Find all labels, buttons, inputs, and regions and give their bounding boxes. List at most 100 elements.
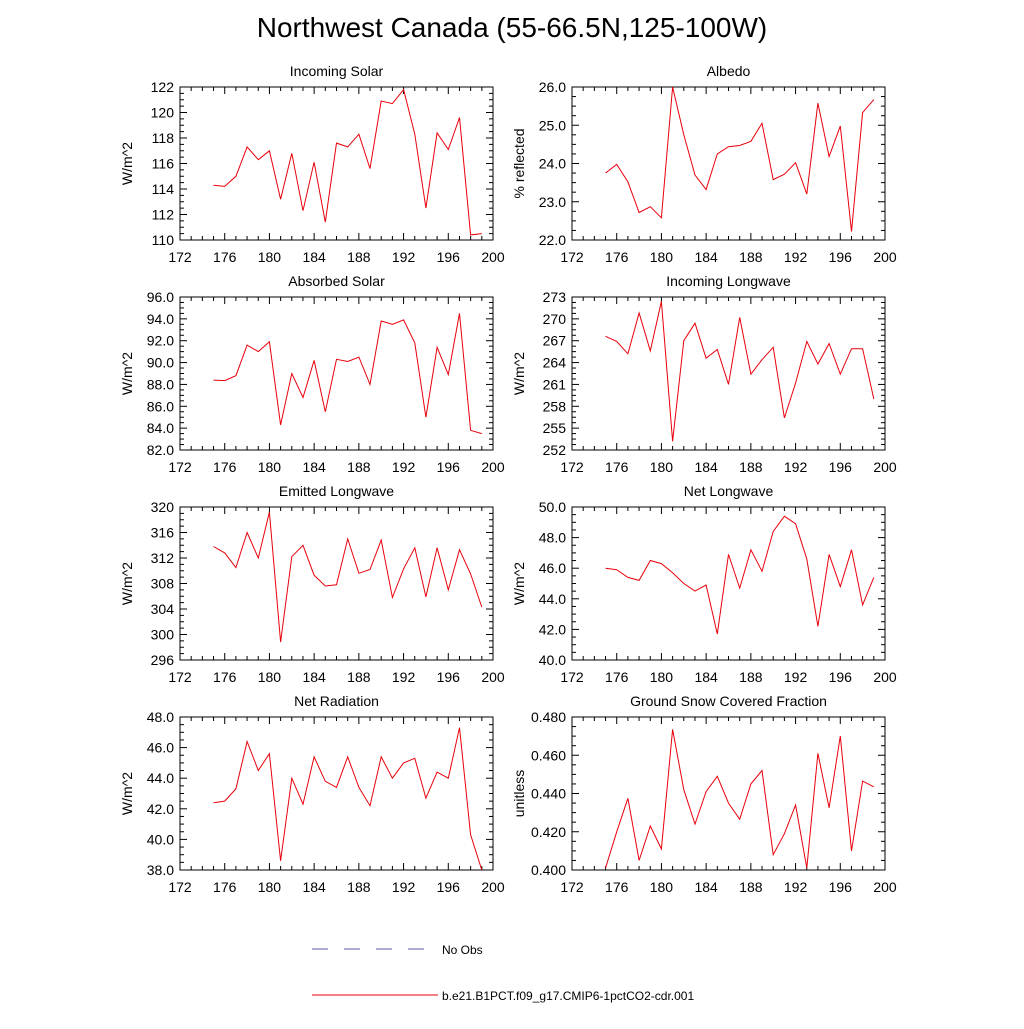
figure-title: Northwest Canada (55-66.5N,125-100W) xyxy=(256,12,768,43)
y-tick-label: 270 xyxy=(543,311,567,327)
x-tick-label: 176 xyxy=(605,459,629,475)
x-tick-label: 196 xyxy=(437,879,461,895)
x-tick-label: 196 xyxy=(829,459,853,475)
series-line xyxy=(213,727,483,871)
x-tick-label: 200 xyxy=(481,459,505,475)
y-tick-label: 261 xyxy=(543,376,567,392)
series-line xyxy=(605,86,875,232)
x-tick-label: 196 xyxy=(437,459,461,475)
plot-frame xyxy=(179,716,494,871)
y-tick-label: 86.0 xyxy=(147,398,174,414)
x-tick-label: 184 xyxy=(302,669,326,685)
x-tick-label: 176 xyxy=(605,669,629,685)
x-tick-label: 176 xyxy=(213,669,237,685)
x-tick-label: 176 xyxy=(213,879,237,895)
plot-frame xyxy=(571,86,886,241)
y-tick-label: 25.0 xyxy=(539,117,566,133)
x-tick-label: 184 xyxy=(302,459,326,475)
y-tick-label: 308 xyxy=(151,576,175,592)
x-tick-label: 176 xyxy=(605,249,629,265)
series-line xyxy=(213,511,483,643)
x-tick-label: 192 xyxy=(784,669,808,685)
x-tick-label: 200 xyxy=(873,459,897,475)
y-tick-label: 316 xyxy=(151,525,175,541)
y-tick-label: 267 xyxy=(543,333,567,349)
x-tick-label: 200 xyxy=(873,249,897,265)
x-tick-label: 196 xyxy=(829,249,853,265)
y-tick-label: 304 xyxy=(151,601,175,617)
chart-panel-5: Emitted Longwave 172 176 180 184 188 192 196 200… xyxy=(119,483,505,685)
x-tick-label: 172 xyxy=(168,879,192,895)
x-tick-label: 192 xyxy=(392,459,416,475)
chart-title: Incoming Longwave xyxy=(666,273,791,289)
x-tick-label: 184 xyxy=(694,879,718,895)
chart-panel-3: Absorbed Solar 172 176 180 184 188 192 196 200 82… xyxy=(119,273,505,475)
x-tick-label: 188 xyxy=(739,879,763,895)
x-tick-label: 172 xyxy=(168,669,192,685)
y-tick-label: 26.0 xyxy=(539,79,566,95)
x-tick-label: 200 xyxy=(481,669,505,685)
y-tick-label: 122 xyxy=(151,79,175,95)
x-tick-label: 196 xyxy=(437,249,461,265)
chart-title: Ground Snow Covered Fraction xyxy=(630,693,827,709)
series-line xyxy=(213,313,482,435)
plot-frame xyxy=(179,296,494,451)
chart-title: Emitted Longwave xyxy=(279,483,394,499)
y-tick-label: 22.0 xyxy=(539,232,566,248)
y-tick-label: 46.0 xyxy=(147,740,174,756)
x-tick-label: 184 xyxy=(694,249,718,265)
x-tick-label: 192 xyxy=(784,879,808,895)
x-tick-label: 188 xyxy=(347,879,371,895)
x-tick-label: 184 xyxy=(302,879,326,895)
y-tick-label: 110 xyxy=(152,232,175,248)
y-axis-label: W/m^2 xyxy=(119,142,135,185)
x-tick-label: 192 xyxy=(392,249,416,265)
y-tick-label: 312 xyxy=(151,550,175,566)
x-tick-label: 180 xyxy=(258,459,282,475)
x-tick-label: 172 xyxy=(560,459,584,475)
x-tick-label: 188 xyxy=(347,669,371,685)
series-line xyxy=(213,88,482,236)
chart-title: Net Radiation xyxy=(294,693,379,709)
chart-panel-4: Incoming Longwave 172 176 180 184 188 192 196 20… xyxy=(511,273,897,475)
x-tick-label: 176 xyxy=(213,459,237,475)
chart-panel-8: Ground Snow Covered Fraction 172 176 180 184… xyxy=(511,693,897,895)
x-tick-label: 180 xyxy=(650,249,674,265)
legend-model-label: b.e21.B1PCT.f09_g17.CMIP6-1pctCO2-cdr.00… xyxy=(442,989,694,1003)
chart-title: Albedo xyxy=(707,63,751,79)
y-axis-label: W/m^2 xyxy=(119,772,135,815)
plot-frame xyxy=(571,506,886,661)
y-tick-label: 23.0 xyxy=(539,194,566,210)
x-tick-label: 180 xyxy=(258,879,282,895)
x-tick-label: 192 xyxy=(392,669,416,685)
x-tick-label: 172 xyxy=(560,249,584,265)
plot-frame xyxy=(571,716,886,871)
chart-panel-2: Albedo 172 176 180 184 188 192 196 200 22.0 23.0 24… xyxy=(511,63,897,265)
y-tick-label: 114 xyxy=(152,181,175,197)
y-tick-label: 0.440 xyxy=(531,786,566,802)
y-tick-label: 96.0 xyxy=(147,289,174,305)
y-tick-label: 44.0 xyxy=(147,770,174,786)
series-line xyxy=(605,729,875,869)
y-axis-label: % reflected xyxy=(511,128,527,198)
y-tick-label: 118 xyxy=(152,130,175,146)
x-tick-label: 180 xyxy=(650,459,674,475)
y-tick-label: 42.0 xyxy=(147,801,174,817)
y-tick-label: 264 xyxy=(543,355,567,371)
legend-no-obs-label: No Obs xyxy=(442,943,483,957)
y-tick-label: 48.0 xyxy=(147,709,174,725)
legend: No Obs b.e21.B1PCT.f09_g17.CMIP6-1pctCO2-… xyxy=(312,943,694,1003)
y-tick-label: 0.480 xyxy=(531,709,566,725)
y-axis-label: W/m^2 xyxy=(511,562,527,605)
y-tick-label: 24.0 xyxy=(539,156,566,172)
y-axis-label: W/m^2 xyxy=(119,562,135,605)
chart-title: Incoming Solar xyxy=(290,63,384,79)
x-tick-label: 196 xyxy=(829,669,853,685)
y-tick-label: 300 xyxy=(151,627,175,643)
y-tick-label: 42.0 xyxy=(539,621,566,637)
chart-panel-7: Net Radiation 172 176 180 184 188 192 196 200 38.… xyxy=(119,693,505,895)
chart-panel-6: Net Longwave 172 176 180 184 188 192 196 200 40.0… xyxy=(511,483,897,685)
x-tick-label: 184 xyxy=(302,249,326,265)
